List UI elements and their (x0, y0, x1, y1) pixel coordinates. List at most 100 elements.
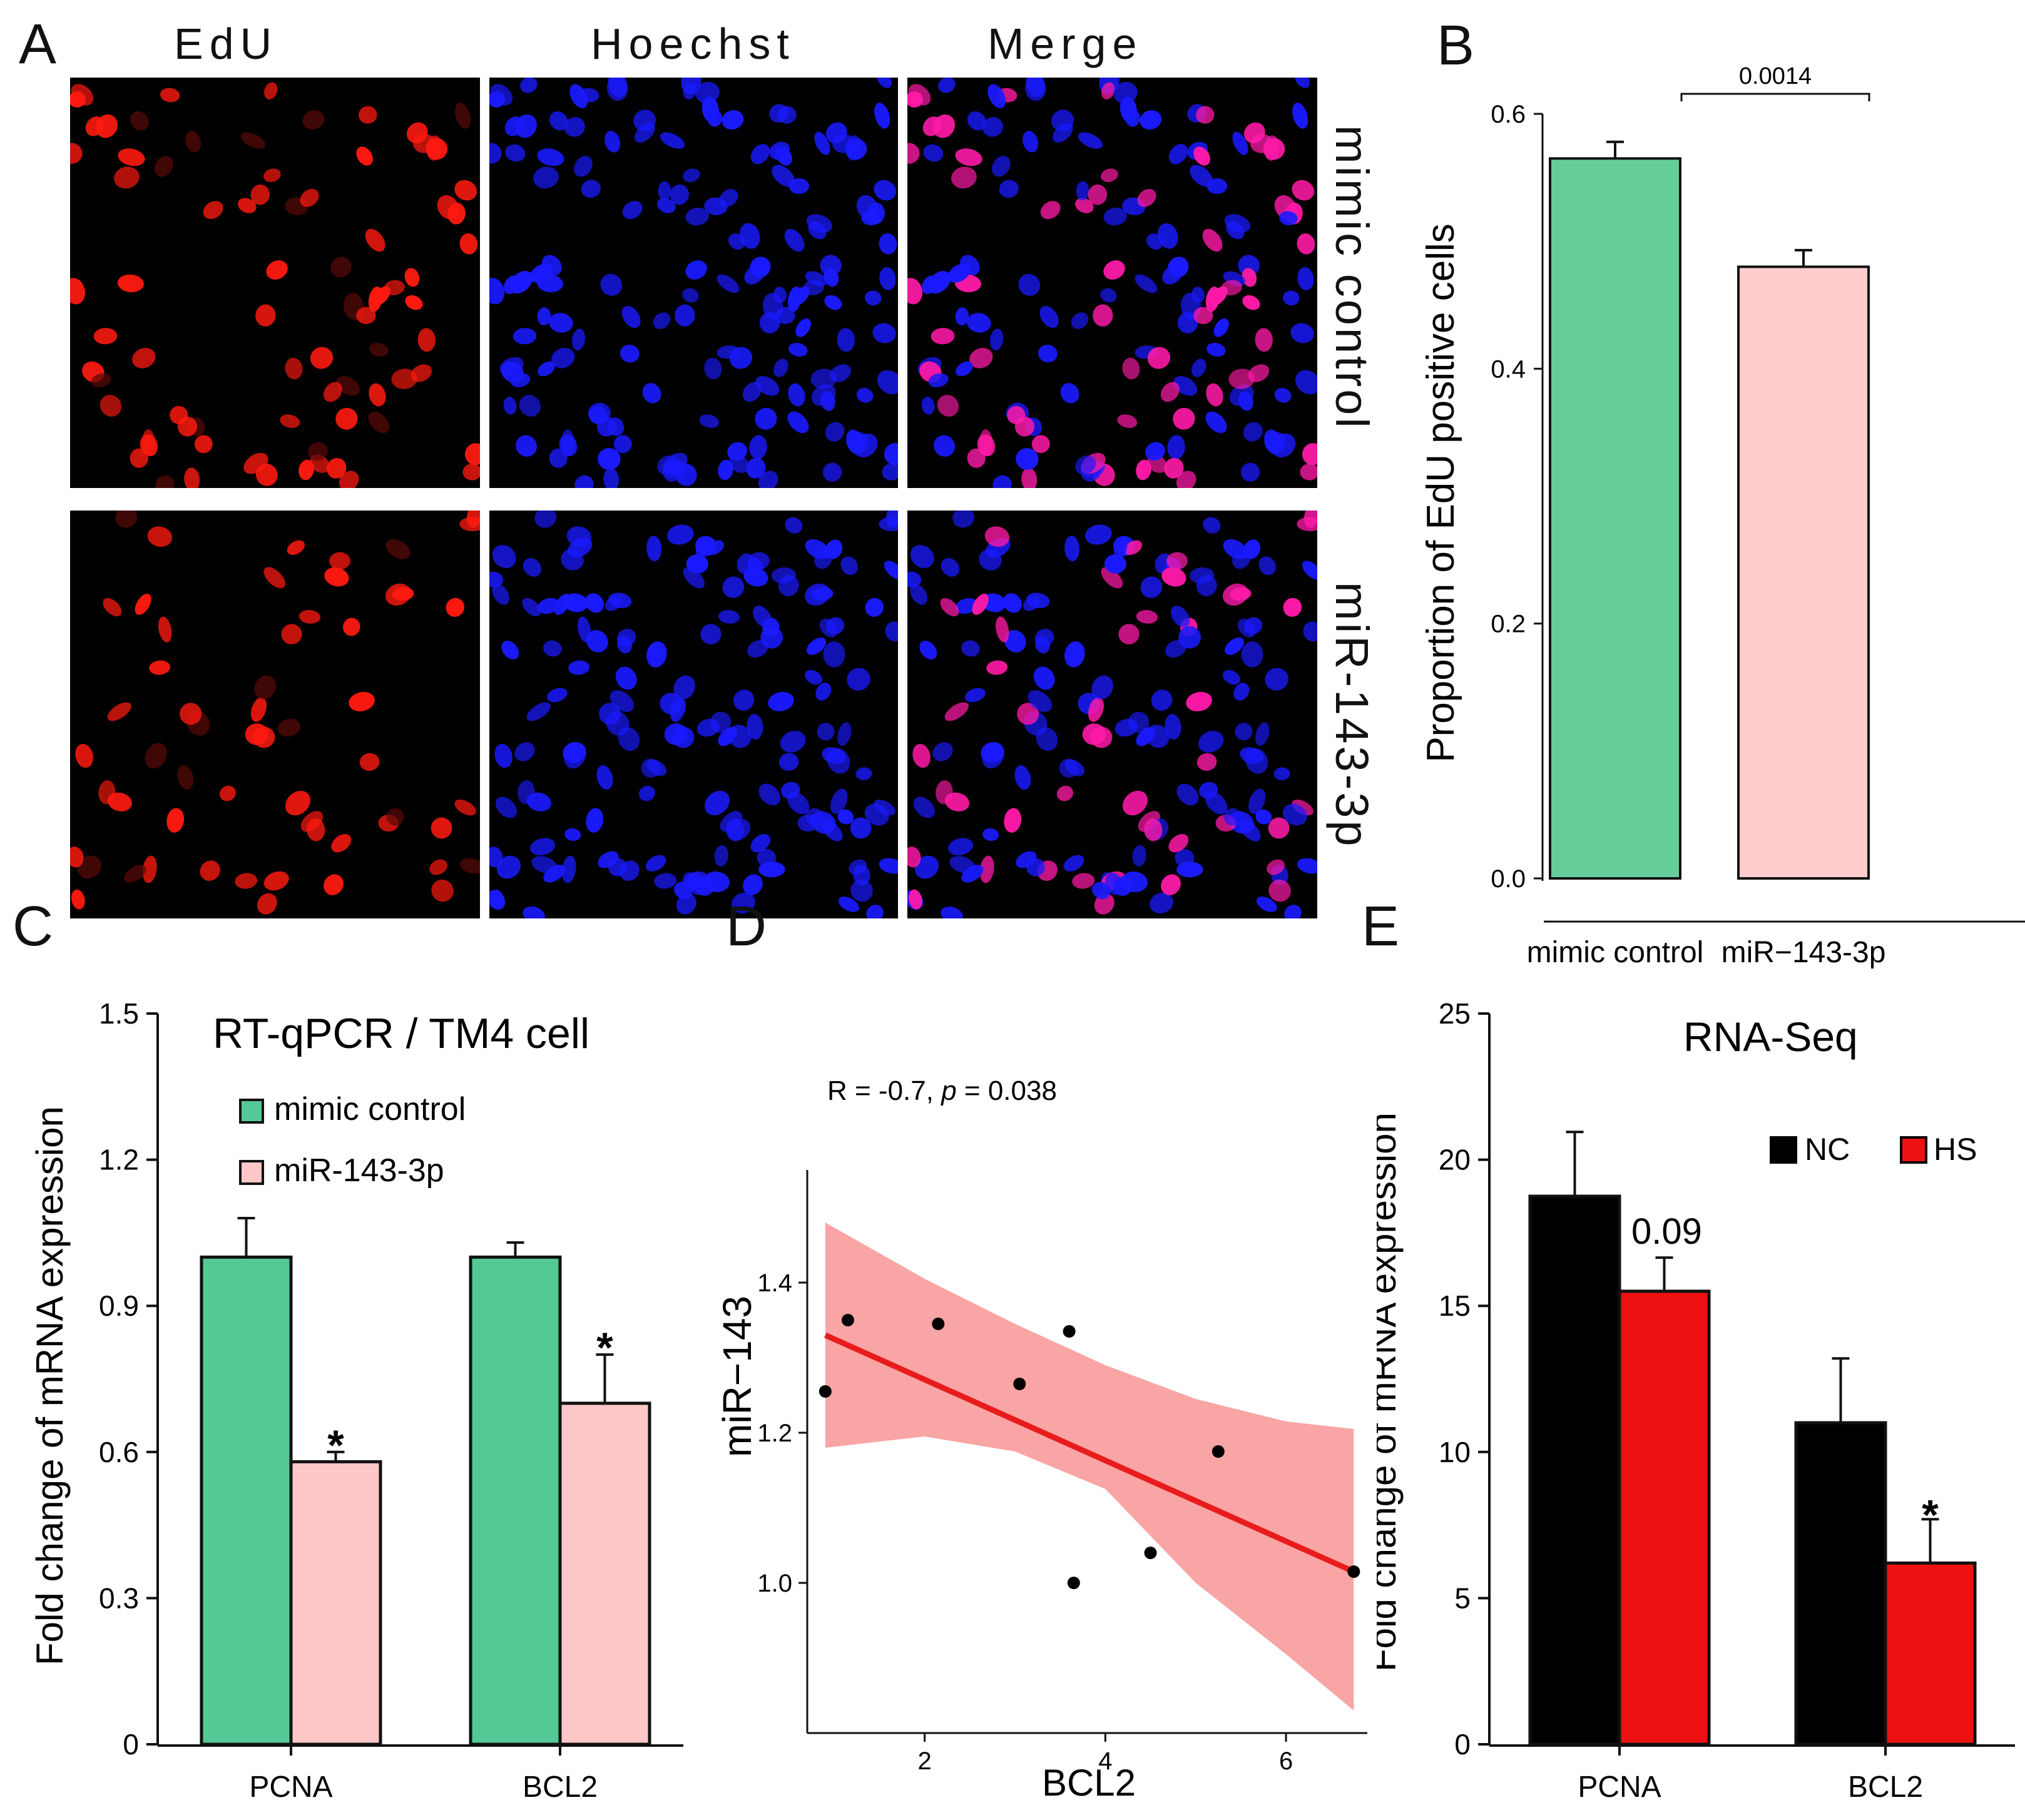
nucleus-edu (287, 540, 305, 555)
nucleus-hoechst (563, 741, 586, 763)
nucleus-merge-blue (1265, 668, 1288, 691)
nucleus-merge (1176, 470, 1196, 488)
significance-star: * (596, 1324, 613, 1371)
x-tick-label: BCL2 (1848, 1771, 1923, 1804)
nucleus-hoechst (537, 597, 560, 614)
nucleus-edu (324, 567, 349, 587)
nucleus-hoechst (772, 165, 795, 187)
regression-line (824, 1332, 1355, 1575)
nucleus-hoechst (865, 290, 882, 306)
nucleus-hoechst (830, 364, 852, 382)
x-tick-label: 4 (1098, 1747, 1112, 1775)
nucleus-hoechst (750, 144, 770, 165)
nucleus-merge-blue (1177, 312, 1198, 333)
nucleus-hoechst (749, 435, 767, 460)
nucleus-hoechst (825, 539, 843, 559)
nucleus-merge (1202, 228, 1223, 252)
nucleus-merge-blue (992, 475, 1012, 488)
nucleus-hoechst (804, 583, 830, 606)
nucleus-merge (1088, 184, 1108, 205)
nucleus-edu (93, 328, 118, 345)
nucleus-hoechst (653, 312, 671, 329)
nucleus-hoechst (522, 597, 541, 617)
nucleus-merge-blue (948, 838, 974, 856)
nucleus-hoechst (747, 714, 763, 740)
nucleus-edu (285, 357, 303, 380)
nucleus-merge (1267, 859, 1285, 875)
nucleus-merge (1196, 753, 1217, 771)
nucleus-hoechst (673, 675, 695, 699)
nucleus-merge (1168, 834, 1189, 853)
nucleus-merge-blue (1140, 576, 1163, 598)
nucleus-edu (335, 407, 358, 430)
nucleus-hoechst (503, 397, 517, 415)
nucleus-merge (931, 328, 955, 345)
nucleus-edu (300, 189, 319, 207)
nucleus-merge-blue (1028, 690, 1053, 712)
nucleus-merge (1004, 808, 1022, 833)
nucleus-merge-blue (1274, 388, 1292, 403)
nucleus-merge (955, 148, 982, 166)
nucleus-hoechst (850, 879, 873, 902)
nucleus-merge-blue (1239, 820, 1261, 841)
nucleus-merge (1297, 233, 1315, 255)
nucleus-hoechst (547, 688, 568, 703)
nucleus-hoechst (727, 442, 747, 461)
nucleus-merge-blue (1167, 435, 1185, 460)
nucleus-edu (385, 583, 411, 606)
nucleus-merge-blue (1146, 233, 1163, 250)
nucleus-hoechst (717, 274, 740, 293)
data-point (1067, 1577, 1080, 1589)
nucleus-hoechst (728, 233, 745, 250)
nucleus-hoechst (742, 382, 762, 402)
nucleus-merge-blue (1064, 641, 1085, 668)
bar-0 (1549, 157, 1681, 880)
nucleus-edu (70, 846, 84, 868)
nucleus-edu-dim (91, 373, 111, 388)
data-point (1063, 1325, 1076, 1338)
nucleus-hoechst (606, 78, 628, 101)
nucleus-merge-blue (1205, 791, 1228, 815)
nucleus-merge (1283, 597, 1302, 617)
nucleus-merge-blue (1171, 606, 1190, 628)
nucleus-merge (1101, 82, 1115, 99)
y-tick-label: 10 (1439, 1436, 1471, 1468)
nucleus-hoechst (610, 690, 635, 712)
nucleus-hoechst (548, 313, 573, 333)
nucleus-merge-blue (1198, 731, 1224, 753)
nucleus-hoechst (489, 571, 504, 587)
nucleus-merge (936, 780, 953, 805)
nucleus-hoechst (845, 138, 867, 160)
nucleus-hoechst (574, 156, 593, 177)
nucleus-hoechst (489, 846, 503, 868)
nucleus-edu (349, 691, 375, 711)
nucleus-merge (1263, 138, 1285, 160)
nucleus-hoechst (847, 668, 870, 691)
nucleus-hoechst (758, 470, 778, 488)
nucleus-edu (194, 435, 213, 454)
nucleus-hoechst (879, 267, 896, 290)
nucleus-hoechst (838, 897, 859, 912)
nucleus-merge-blue (1039, 306, 1059, 328)
nuclei-layer (907, 511, 1317, 918)
nucleus-merge-blue (1203, 517, 1221, 534)
nucleus-hoechst (622, 201, 643, 220)
nucleus-hoechst (598, 448, 621, 470)
nucleus-hoechst (775, 307, 795, 325)
nucleus-edu (411, 364, 432, 382)
nucleus-hoechst (722, 110, 744, 130)
nucleus-edu (200, 860, 220, 881)
nucleus-hoechst (706, 540, 725, 555)
nucleus-edu (130, 448, 148, 468)
nucleus-merge (1122, 357, 1140, 380)
y-tick-label: 1.0 (757, 1570, 792, 1597)
nucleus-hoechst (554, 593, 571, 615)
nucleus-merge-blue (1297, 858, 1317, 874)
nucleus-edu (255, 304, 276, 327)
nucleus-edu (285, 790, 310, 816)
nucleus-edu-dim (308, 442, 328, 461)
nucleus-hoechst (642, 383, 661, 404)
nucleus-merge (1137, 189, 1156, 207)
nucleus-edu (356, 146, 373, 166)
nucleus-hoechst (750, 834, 771, 853)
